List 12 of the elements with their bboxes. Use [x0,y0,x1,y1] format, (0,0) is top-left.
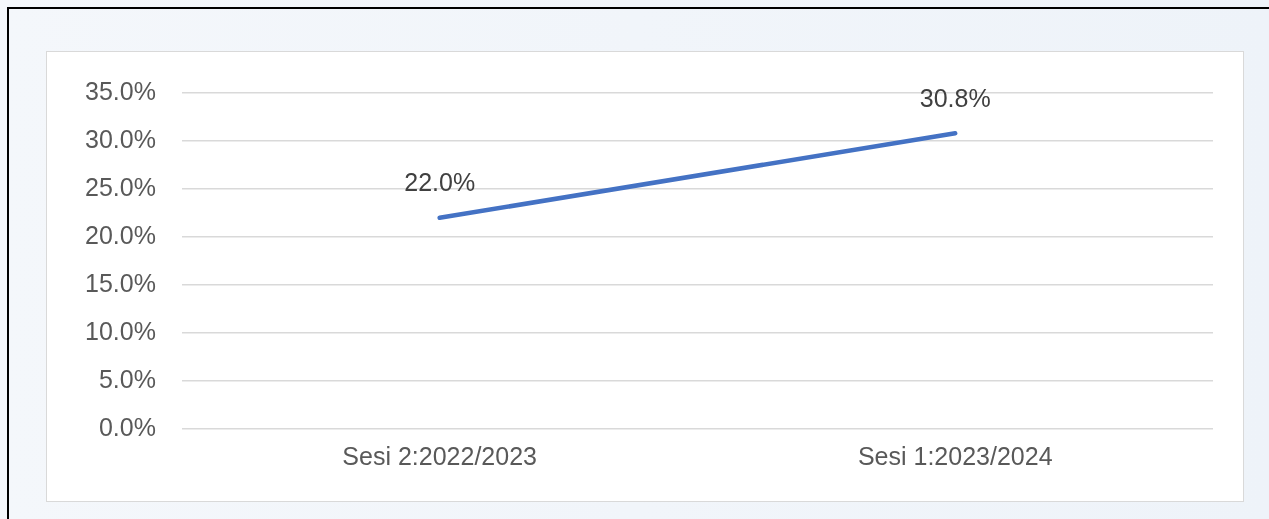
y-tick-label: 35.0% [85,76,156,105]
x-tick-label: Sesi 1:2023/2024 [857,441,1053,470]
y-tick-label: 5.0% [98,364,156,393]
text: 30.8% [919,83,991,112]
y-tick-label: 0.0% [98,412,156,441]
x-tick-label: Sesi 2:2022/2023 [342,441,537,470]
text: 22.0% [404,168,476,197]
y-tick-label: 15.0% [85,268,156,297]
y-tick-label: 20.0% [85,220,156,249]
y-tick-label: 25.0% [85,172,156,201]
y-tick-label: 10.0% [85,316,156,345]
y-tick-label: 30.0% [85,124,156,153]
